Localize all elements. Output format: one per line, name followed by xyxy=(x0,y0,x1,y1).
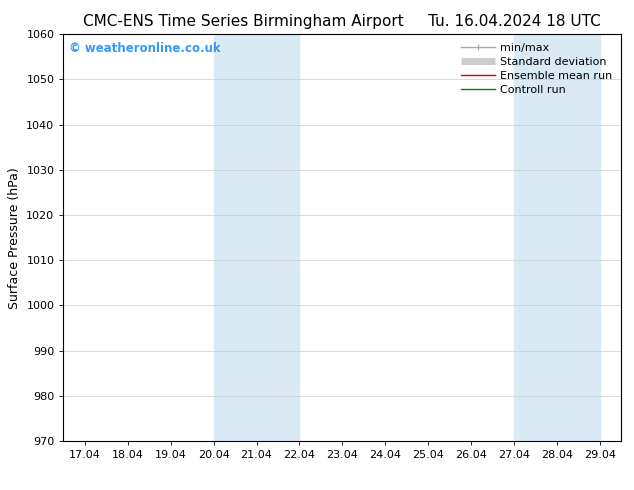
Legend: min/max, Standard deviation, Ensemble mean run, Controll run: min/max, Standard deviation, Ensemble me… xyxy=(458,40,616,98)
Title: CMC-ENS Time Series Birmingham Airport     Tu. 16.04.2024 18 UTC: CMC-ENS Time Series Birmingham Airport T… xyxy=(84,14,601,29)
Text: © weatheronline.co.uk: © weatheronline.co.uk xyxy=(69,43,221,55)
Bar xyxy=(214,34,299,441)
Bar xyxy=(514,34,600,441)
Y-axis label: Surface Pressure (hPa): Surface Pressure (hPa) xyxy=(8,167,21,309)
